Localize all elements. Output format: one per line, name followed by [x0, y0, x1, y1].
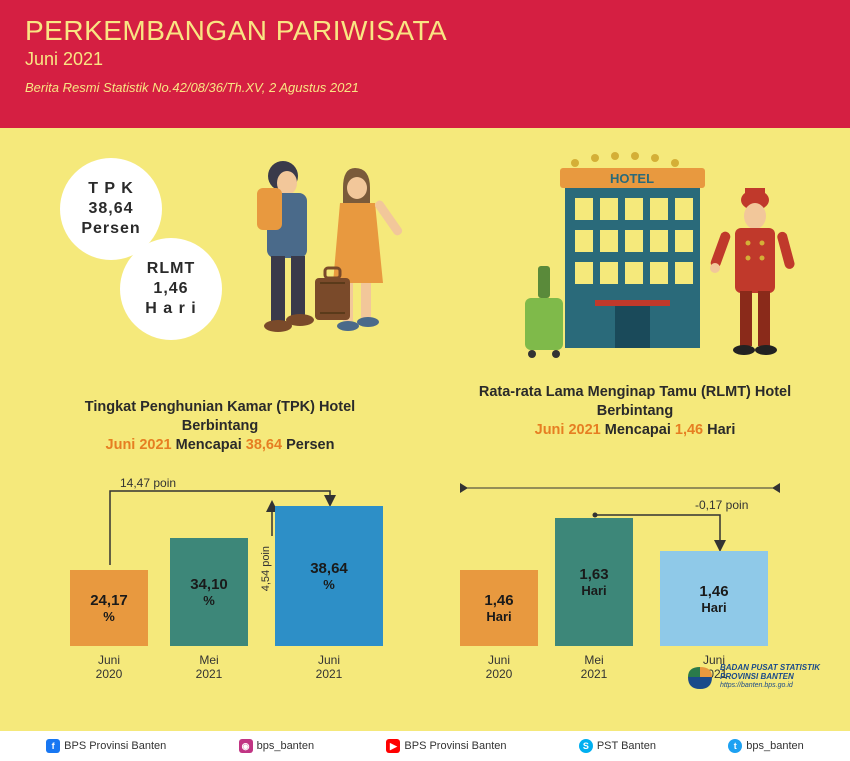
- bar-rect: 1,46Hari: [460, 570, 538, 646]
- social-facebook: f BPS Provinsi Banten: [46, 739, 166, 753]
- bar-rect: 1,46Hari: [660, 551, 768, 646]
- hotel-sign-text: HOTEL: [610, 171, 654, 186]
- rlmt-heading: Rata-rata Lama Menginap Tamu (RLMT) Hote…: [479, 384, 791, 419]
- rlmt-value-text: 1,46: [675, 422, 703, 438]
- rlmt-period: Juni 2021: [535, 422, 601, 438]
- infographic-container: PERKEMBANGAN PARIWISATA Juni 2021 Berita…: [0, 0, 850, 761]
- instagram-icon: ◉: [239, 739, 253, 753]
- bar-label: Juni2020: [460, 653, 538, 681]
- tpk-label: T P K: [88, 179, 134, 199]
- social-youtube: ▶ BPS Provinsi Banten: [386, 739, 506, 753]
- chart-tpk: 14,47 poin 4,54 poin 24,17%Juni202034,10…: [65, 456, 405, 681]
- rlmt-verb: Mencapai: [601, 422, 675, 438]
- rlmt-unit: H a r i: [145, 299, 196, 319]
- tpk-value: 38,64: [88, 199, 133, 219]
- bar-label: Juni2021: [275, 653, 383, 681]
- rlmt-value: 1,46: [153, 279, 188, 299]
- section-left-text: Tingkat Penghunian Kamar (TPK) Hotel Ber…: [55, 398, 385, 455]
- tpk-value-text: 38,64: [246, 437, 282, 453]
- rlmt-label: RLMT: [147, 259, 195, 279]
- tpk-period: Juni 2021: [106, 437, 172, 453]
- byline: Berita Resmi Statistik No.42/08/36/Th.XV…: [25, 80, 825, 95]
- bar-rect: 1,63Hari: [555, 518, 633, 646]
- bar-2: 38,64%Juni2021: [275, 506, 383, 646]
- tpk-heading: Tingkat Penghunian Kamar (TPK) Hotel Ber…: [85, 399, 355, 434]
- bar-rect: 24,17%: [70, 570, 148, 646]
- bps-logo: BADAN PUSAT STATISTIK PROVINSI BANTEN ht…: [686, 663, 820, 691]
- anno-rlmt-mom: -0,17 poin: [695, 498, 748, 512]
- anno-mom: 4,54 poin: [260, 546, 272, 591]
- bps-logo-icon: [686, 663, 714, 691]
- bps-url: https://banten.bps.go.id: [720, 682, 820, 690]
- stat-circle-rlmt: RLMT 1,46 H a r i: [120, 238, 222, 340]
- bar-1: 1,63HariMei2021: [555, 518, 633, 646]
- bar-rect: 38,64%: [275, 506, 383, 646]
- twitter-label: bps_banten: [746, 740, 804, 752]
- bps-text: BADAN PUSAT STATISTIK PROVINSI BANTEN ht…: [720, 664, 820, 689]
- section-right-text: Rata-rata Lama Menginap Tamu (RLMT) Hote…: [445, 383, 825, 440]
- hotel-icon: HOTEL: [520, 138, 810, 373]
- bar-0: 24,17%Juni2020: [70, 570, 148, 646]
- page-title: PERKEMBANGAN PARIWISATA: [25, 15, 825, 47]
- footer: f BPS Provinsi Banten ◉ bps_banten ▶ BPS…: [0, 731, 850, 761]
- chart-rlmt: -0,17 poin 1,46HariJuni20201,63HariMei20…: [460, 456, 780, 681]
- travelers-icon: [225, 148, 425, 363]
- facebook-icon: f: [46, 739, 60, 753]
- social-instagram: ◉ bps_banten: [239, 739, 315, 753]
- header: PERKEMBANGAN PARIWISATA Juni 2021 Berita…: [0, 0, 850, 128]
- anno-yoy: 14,47 poin: [120, 476, 176, 490]
- tpk-unit: Persen: [81, 219, 140, 239]
- tpk-unit-text: Persen: [282, 437, 334, 453]
- bar-rect: 34,10%: [170, 538, 248, 646]
- rlmt-unit-text: Hari: [703, 422, 735, 438]
- bps-org2: PROVINSI BANTEN: [720, 673, 820, 682]
- social-twitter: t bps_banten: [728, 739, 804, 753]
- facebook-label: BPS Provinsi Banten: [64, 740, 166, 752]
- bar-1: 34,10%Mei2021: [170, 538, 248, 646]
- youtube-label: BPS Provinsi Banten: [404, 740, 506, 752]
- skype-label: PST Banten: [597, 740, 656, 752]
- instagram-label: bps_banten: [257, 740, 315, 752]
- bar-0: 1,46HariJuni2020: [460, 570, 538, 646]
- bar-label: Mei2021: [555, 653, 633, 681]
- page-subtitle: Juni 2021: [25, 49, 825, 70]
- bar-label: Mei2021: [170, 653, 248, 681]
- social-skype: S PST Banten: [579, 739, 656, 753]
- body: T P K 38,64 Persen RLMT 1,46 H a r i: [0, 128, 850, 731]
- bar-label: Juni2020: [70, 653, 148, 681]
- tpk-verb: Mencapai: [172, 437, 246, 453]
- twitter-icon: t: [728, 739, 742, 753]
- skype-icon: S: [579, 739, 593, 753]
- youtube-icon: ▶: [386, 739, 400, 753]
- bar-2: 1,46HariJuni2021: [660, 551, 768, 646]
